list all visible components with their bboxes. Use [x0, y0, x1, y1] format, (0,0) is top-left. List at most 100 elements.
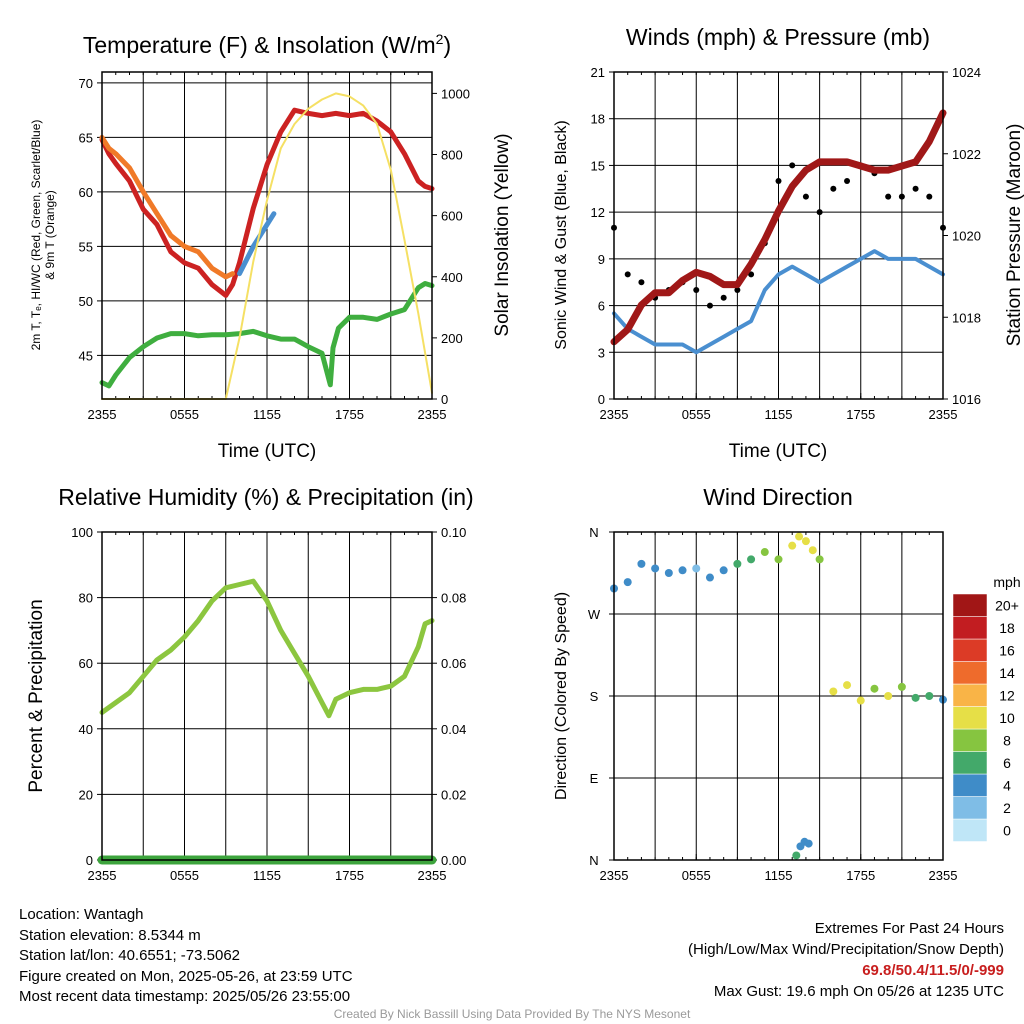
title-superscript: 2 [436, 31, 444, 47]
y-tick-label-left: 100 [71, 525, 93, 540]
x-tick-label: 0555 [170, 868, 199, 883]
y-axis-label-left: Direction (Colored By Speed) [553, 592, 570, 800]
chart-title: Relative Humidity (%) & Precipitation (i… [58, 484, 473, 510]
direction-point [911, 693, 920, 702]
title-close: ) [443, 32, 451, 58]
humidity-series-0 [99, 578, 435, 719]
y-tick-label-right: 600 [441, 209, 463, 224]
y-tick-label-right: 1024 [952, 65, 981, 80]
y-tick-label-left: 12 [591, 205, 605, 220]
plot-border [101, 531, 433, 861]
y-tick-label-left: 60 [79, 656, 93, 671]
extremes-values: 69.8/50.4/11.5/0/-999 [862, 962, 1004, 979]
direction-point [651, 564, 660, 573]
temperature-series-2 [99, 281, 435, 389]
x-tick-label: 2355 [88, 407, 117, 422]
gust-point [802, 193, 809, 200]
direction-tick-label: S [590, 689, 599, 704]
x-tick-label: 2355 [600, 868, 629, 883]
legend-swatch [952, 638, 988, 662]
y-axis-label-left: Sonic Wind & Gust (Blue, Black) [553, 120, 570, 349]
legend-label: 16 [999, 642, 1015, 658]
direction-point [692, 564, 701, 573]
x-tick-label: 1755 [846, 407, 875, 422]
y-tick-label-right: 0 [441, 392, 448, 407]
y-tick-label-left: 20 [79, 787, 93, 802]
x-tick-label: 1155 [765, 407, 793, 422]
legend-label: 12 [999, 687, 1015, 703]
plot-border [613, 71, 944, 400]
y-tick-label-right: 0.10 [441, 525, 466, 540]
y-tick-label-right: 0.02 [441, 787, 466, 802]
x-tick-label: 1155 [253, 407, 281, 422]
x-tick-label: 0555 [170, 407, 199, 422]
plot-border [101, 71, 433, 400]
gust-point [912, 185, 919, 192]
legend-swatch [952, 683, 988, 707]
extremes-description: (High/Low/Max Wind/Precipitation/Snow De… [688, 941, 1004, 958]
gust-point [926, 193, 933, 200]
gust-point [844, 178, 851, 184]
y-tick-label-left: 55 [79, 239, 93, 254]
y-axis-label-left: 2m T, Tₑ, HI/WC (Red, Green, Scarlet/Blu… [29, 120, 43, 351]
most-recent-timestamp: Most recent data timestamp: 2025/05/26 2… [19, 988, 351, 1005]
y-tick-label-right: 0.00 [441, 853, 466, 868]
legend-label: 0 [1003, 822, 1011, 838]
direction-point [760, 548, 769, 557]
station-info: Location: Wantagh Station elevation: 8.5… [19, 905, 353, 1008]
direction-point [733, 559, 742, 568]
y-axis-label-right: Solar Insolation (Yellow) [492, 133, 513, 336]
y-tick-label-right: 800 [441, 148, 463, 163]
y-tick-label-left: 50 [79, 294, 93, 309]
direction-tick-label: E [590, 771, 599, 786]
station-latlon: Station lat/lon: 40.6551; -73.5062 [19, 947, 241, 964]
temperature-series-4 [101, 92, 433, 400]
legend-swatch [952, 616, 988, 640]
y-tick-label-right: 0.06 [441, 656, 466, 671]
y-tick-label-left: 6 [598, 299, 605, 314]
y-axis-label-left: Percent & Precipitation [26, 599, 47, 792]
direction-point [678, 566, 687, 575]
x-axis-label: Time (UTC) [218, 441, 317, 462]
direction-point [815, 555, 824, 564]
x-tick-label: 1155 [253, 868, 281, 883]
y-tick-label-left: 21 [591, 65, 605, 80]
y-tick-label-left: 0 [598, 392, 605, 407]
direction-point [637, 559, 646, 568]
direction-point [870, 684, 879, 693]
station-elevation: Station elevation: 8.5344 m [19, 926, 201, 944]
y-tick-label-left: 0 [86, 853, 93, 868]
direction-point [664, 569, 673, 577]
gust-point [789, 162, 796, 169]
direction-point [788, 541, 797, 550]
gust-point [638, 279, 645, 286]
station-location: Location: Wantagh [19, 906, 144, 923]
gust-point [816, 209, 823, 216]
gust-point [775, 178, 782, 184]
extremes-box: Extremes For Past 24 Hours (High/Low/Max… [688, 918, 1004, 1002]
y-tick-label-left: 45 [79, 348, 93, 363]
gust-point [624, 271, 631, 278]
legend-swatch [952, 751, 988, 775]
chart-title: Wind Direction [703, 484, 853, 510]
y-tick-label-right: 1018 [952, 310, 981, 325]
direction-tick-label: N [589, 853, 598, 868]
direction-point [856, 696, 865, 705]
plot-border [613, 531, 944, 861]
legend-label: 6 [1003, 755, 1011, 771]
direction-point [829, 687, 838, 696]
chart-title: Temperature (F) & Insolation (W/m2) [83, 31, 451, 58]
legend-swatch [952, 773, 988, 797]
wind-series-0 [612, 249, 945, 355]
x-tick-label: 1755 [846, 868, 875, 883]
max-gust: Max Gust: 19.6 mph On 05/26 at 1235 UTC [713, 983, 1004, 1000]
y-tick-label-right: 1016 [952, 392, 981, 407]
temperature-series-1 [99, 134, 236, 280]
direction-point [705, 573, 714, 582]
gust-point [885, 193, 892, 200]
y-tick-label-left: 18 [591, 112, 605, 127]
figure-created: Figure created on Mon, 2025-05-26, at 23… [19, 967, 353, 985]
gust-point [734, 287, 741, 293]
direction-point [897, 682, 906, 691]
y-tick-label-left: 65 [79, 130, 93, 145]
